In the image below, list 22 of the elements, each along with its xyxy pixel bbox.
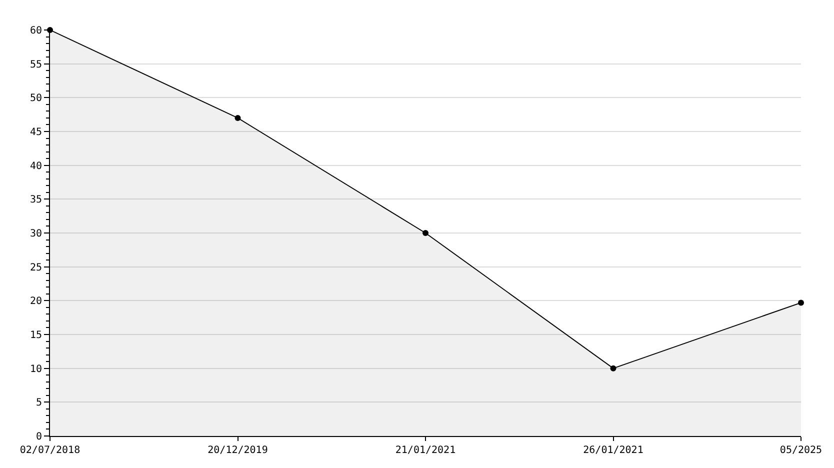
y-tick-label: 30 — [30, 228, 42, 240]
x-tick-label: 20/12/2019 — [208, 445, 268, 456]
x-tick-label: 05/2025 — [780, 445, 822, 456]
x-tick-label: 26/01/2021 — [583, 445, 644, 456]
y-tick-label: 40 — [30, 160, 42, 172]
y-tick-label: 35 — [30, 194, 42, 206]
point — [798, 300, 804, 306]
y-tick-label: 25 — [30, 262, 42, 274]
x-tick-label: 21/01/2021 — [395, 445, 456, 456]
y-tick-label: 15 — [30, 330, 42, 341]
y-tick-label: 45 — [30, 127, 42, 138]
y-tick-label: 60 — [30, 26, 42, 36]
y-tick-label: 55 — [30, 59, 42, 70]
point — [610, 365, 616, 372]
y-tick-label: 5 — [36, 398, 42, 409]
point — [234, 114, 241, 121]
y-tick-label: 10 — [30, 364, 42, 375]
y-tick-label: 50 — [30, 93, 42, 104]
x-tick-label: 02/07/2018 — [20, 445, 80, 456]
y-tick-label: 0 — [36, 432, 42, 442]
y-tick-label: 20 — [30, 296, 42, 308]
point — [422, 230, 428, 236]
